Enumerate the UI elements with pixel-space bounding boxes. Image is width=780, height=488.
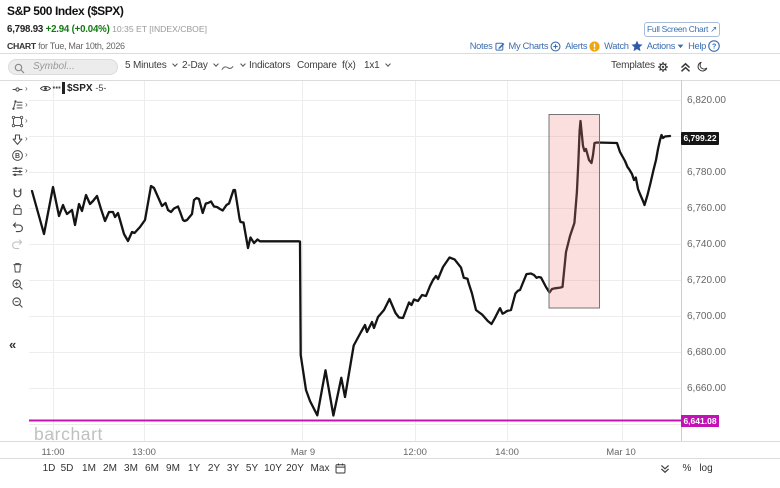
svg-text:?: ? bbox=[712, 43, 716, 51]
svg-text:B: B bbox=[15, 153, 20, 160]
